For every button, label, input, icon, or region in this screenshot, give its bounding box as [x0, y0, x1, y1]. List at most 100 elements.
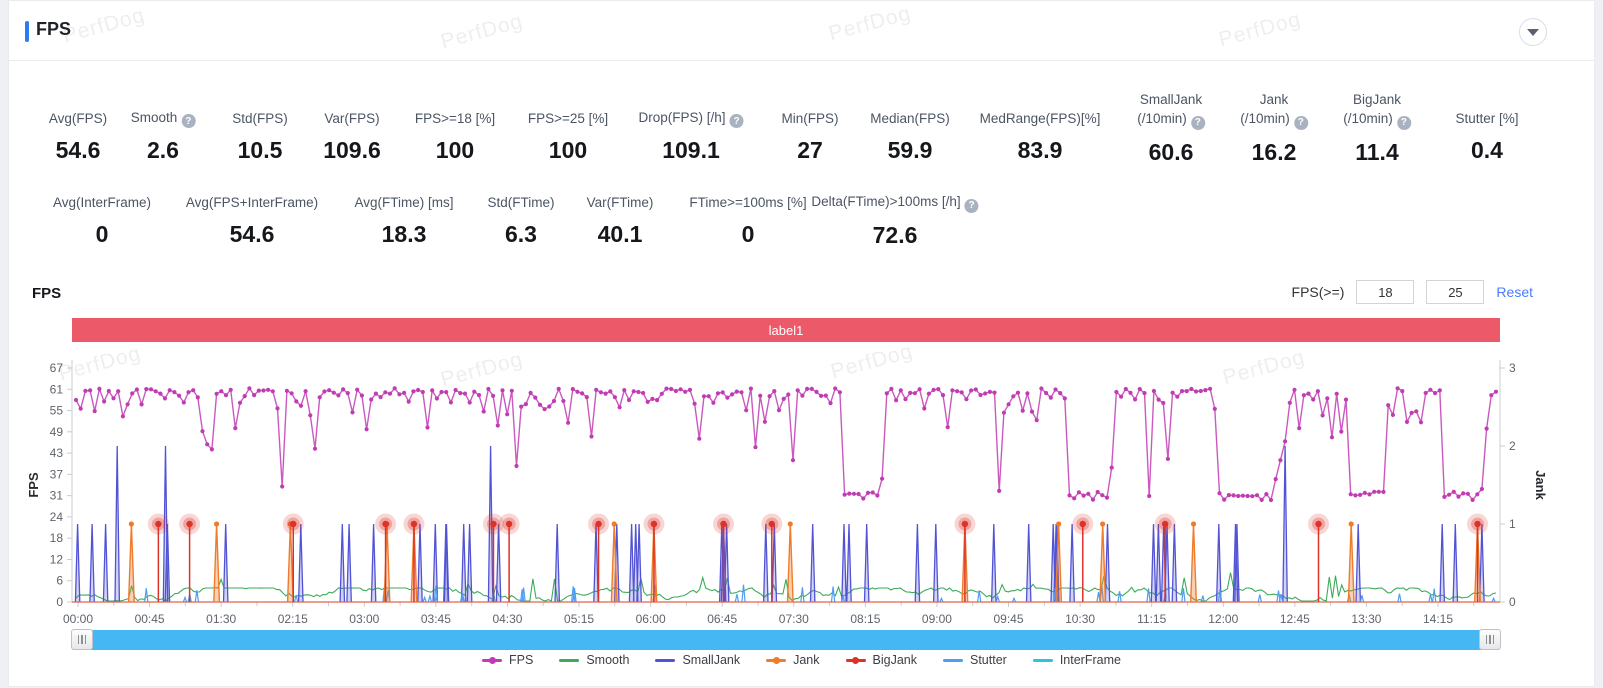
legend-item-fps[interactable]: FPS — [482, 653, 533, 667]
legend-item-jank[interactable]: Jank — [766, 653, 820, 667]
stat-label: Jank — [1259, 92, 1289, 107]
legend-label: SmallJank — [682, 653, 741, 667]
legend-label: Jank — [793, 653, 820, 667]
legend-label: Smooth — [586, 653, 630, 667]
legend-label: BigJank — [872, 653, 917, 667]
help-icon[interactable]: ? — [181, 114, 196, 128]
stat-value: 6.3 — [505, 221, 537, 247]
stat-label: Std(FPS) — [232, 111, 288, 126]
svg-text:6: 6 — [56, 574, 63, 588]
svg-text:06:45: 06:45 — [707, 612, 737, 626]
stat-item: FPS>=18 [%] 100 — [415, 90, 495, 164]
chart-scrollbar[interactable] — [71, 629, 1501, 650]
stat-label: Median(FPS) — [870, 111, 950, 126]
legend-item-smalljank[interactable]: SmallJank — [655, 653, 740, 667]
stat-item: Avg(FPS+InterFrame) 54.6 — [186, 192, 318, 248]
scrollbar-handle-right[interactable] — [1479, 629, 1501, 650]
fps-chart[interactable]: 0 6 12 18 24 31 37 43 49 55 61 67 0 1 2 3 00:00 00:45 01:3… — [0, 352, 1603, 628]
chevron-down-icon — [1527, 28, 1539, 36]
stat-label: Avg(InterFrame) — [52, 195, 152, 210]
collapse-button[interactable] — [1519, 18, 1547, 46]
stat-label: Stutter [%] — [1455, 111, 1519, 126]
stat-label: Drop(FPS) [/h]? — [638, 108, 744, 128]
stat-value: 59.9 — [887, 137, 933, 163]
fps-min-input[interactable] — [1356, 280, 1415, 304]
svg-text:3: 3 — [1509, 361, 1516, 375]
legend-item-interframe[interactable]: InterFrame — [1032, 653, 1121, 667]
fps-filter-label: FPS(>=) — [1291, 284, 1345, 300]
stat-item: Smooth? 2.6 — [131, 90, 196, 164]
svg-text:10:30: 10:30 — [1065, 612, 1095, 626]
stat-label: FPS>=25 [%] — [527, 111, 609, 126]
stat-label: Avg(FTime) [ms] — [354, 195, 454, 210]
help-icon[interactable]: ? — [1293, 115, 1308, 130]
stat-label: Delta(FTime)>100ms [/h]? — [811, 192, 979, 213]
legend-item-bigjank[interactable]: BigJank — [845, 653, 917, 667]
stat-item: Std(FPS) 10.5 — [232, 90, 288, 164]
stat-item: BigJank (/10min)? 11.4 — [1343, 90, 1411, 166]
stat-value: 100 — [548, 137, 588, 163]
help-icon[interactable]: ? — [964, 198, 979, 213]
stat-label: FPS>=18 [%] — [414, 111, 496, 126]
reset-button[interactable]: Reset — [1496, 284, 1533, 300]
stat-label: FTime>=100ms [%] — [689, 195, 807, 210]
stat-value: 16.2 — [1251, 138, 1297, 165]
stat-value: 18.3 — [381, 221, 427, 247]
legend-marker-icon — [482, 655, 503, 665]
stat-item: Min(FPS) 27 — [782, 90, 839, 164]
stat-label: BigJank — [1352, 92, 1402, 107]
legend-marker-icon — [943, 655, 963, 665]
stat-value: 2.6 — [147, 137, 179, 163]
help-icon[interactable]: ? — [1396, 115, 1411, 130]
svg-text:03:45: 03:45 — [421, 612, 451, 626]
stat-value: 54.6 — [55, 137, 101, 163]
stat-label: Avg(FPS+InterFrame) — [185, 195, 319, 210]
help-icon[interactable]: ? — [1190, 115, 1205, 130]
svg-text:0: 0 — [56, 595, 63, 609]
svg-text:12:45: 12:45 — [1280, 612, 1310, 626]
svg-text:1: 1 — [1509, 517, 1516, 531]
label-band: label1 — [72, 318, 1500, 342]
stat-label: Min(FPS) — [781, 111, 839, 126]
svg-text:00:45: 00:45 — [135, 612, 165, 626]
svg-text:FPS: FPS — [26, 472, 41, 498]
svg-text:37: 37 — [50, 467, 64, 481]
svg-text:00:00: 00:00 — [63, 612, 93, 626]
stat-value: 54.6 — [229, 221, 275, 247]
svg-text:08:15: 08:15 — [850, 612, 880, 626]
page-title: FPS — [36, 19, 72, 39]
stat-label: MedRange(FPS)[%] — [979, 111, 1101, 126]
stat-item: FPS>=25 [%] 100 — [528, 90, 608, 164]
svg-text:49: 49 — [50, 425, 64, 439]
svg-text:2: 2 — [1509, 439, 1516, 453]
legend-item-stutter[interactable]: Stutter — [943, 653, 1007, 667]
svg-text:09:00: 09:00 — [922, 612, 952, 626]
stat-label: Std(FTime) — [487, 195, 555, 210]
legend-marker-icon — [1032, 655, 1053, 665]
svg-text:12: 12 — [50, 552, 64, 566]
legend-marker-icon — [766, 655, 787, 665]
stat-value: 83.9 — [1017, 137, 1063, 163]
svg-text:04:30: 04:30 — [492, 612, 522, 626]
fps-filter: FPS(>=) Reset — [1292, 280, 1533, 304]
stat-value: 0 — [741, 221, 755, 247]
fps-max-input[interactable] — [1426, 280, 1485, 304]
legend-marker-icon — [845, 655, 866, 665]
stat-value: 100 — [435, 137, 475, 163]
stat-label-line2: (/10min)? — [1343, 109, 1411, 130]
stat-value: 109.6 — [323, 137, 381, 163]
stat-value: 60.6 — [1148, 138, 1194, 165]
svg-text:14:15: 14:15 — [1423, 612, 1453, 626]
stat-item: Jank (/10min)? 16.2 — [1240, 90, 1308, 166]
help-icon[interactable]: ? — [729, 114, 744, 128]
stat-value: 10.5 — [237, 137, 283, 163]
scrollbar-handle-left[interactable] — [71, 629, 93, 650]
svg-text:11:15: 11:15 — [1137, 612, 1166, 626]
stat-label: Var(FPS) — [324, 111, 380, 126]
label-band-text: label1 — [768, 322, 804, 338]
stat-item: Avg(InterFrame) 0 — [53, 192, 151, 248]
stat-label: Smooth? — [131, 108, 196, 128]
svg-text:55: 55 — [50, 404, 64, 418]
legend-item-smooth[interactable]: Smooth — [559, 653, 629, 667]
